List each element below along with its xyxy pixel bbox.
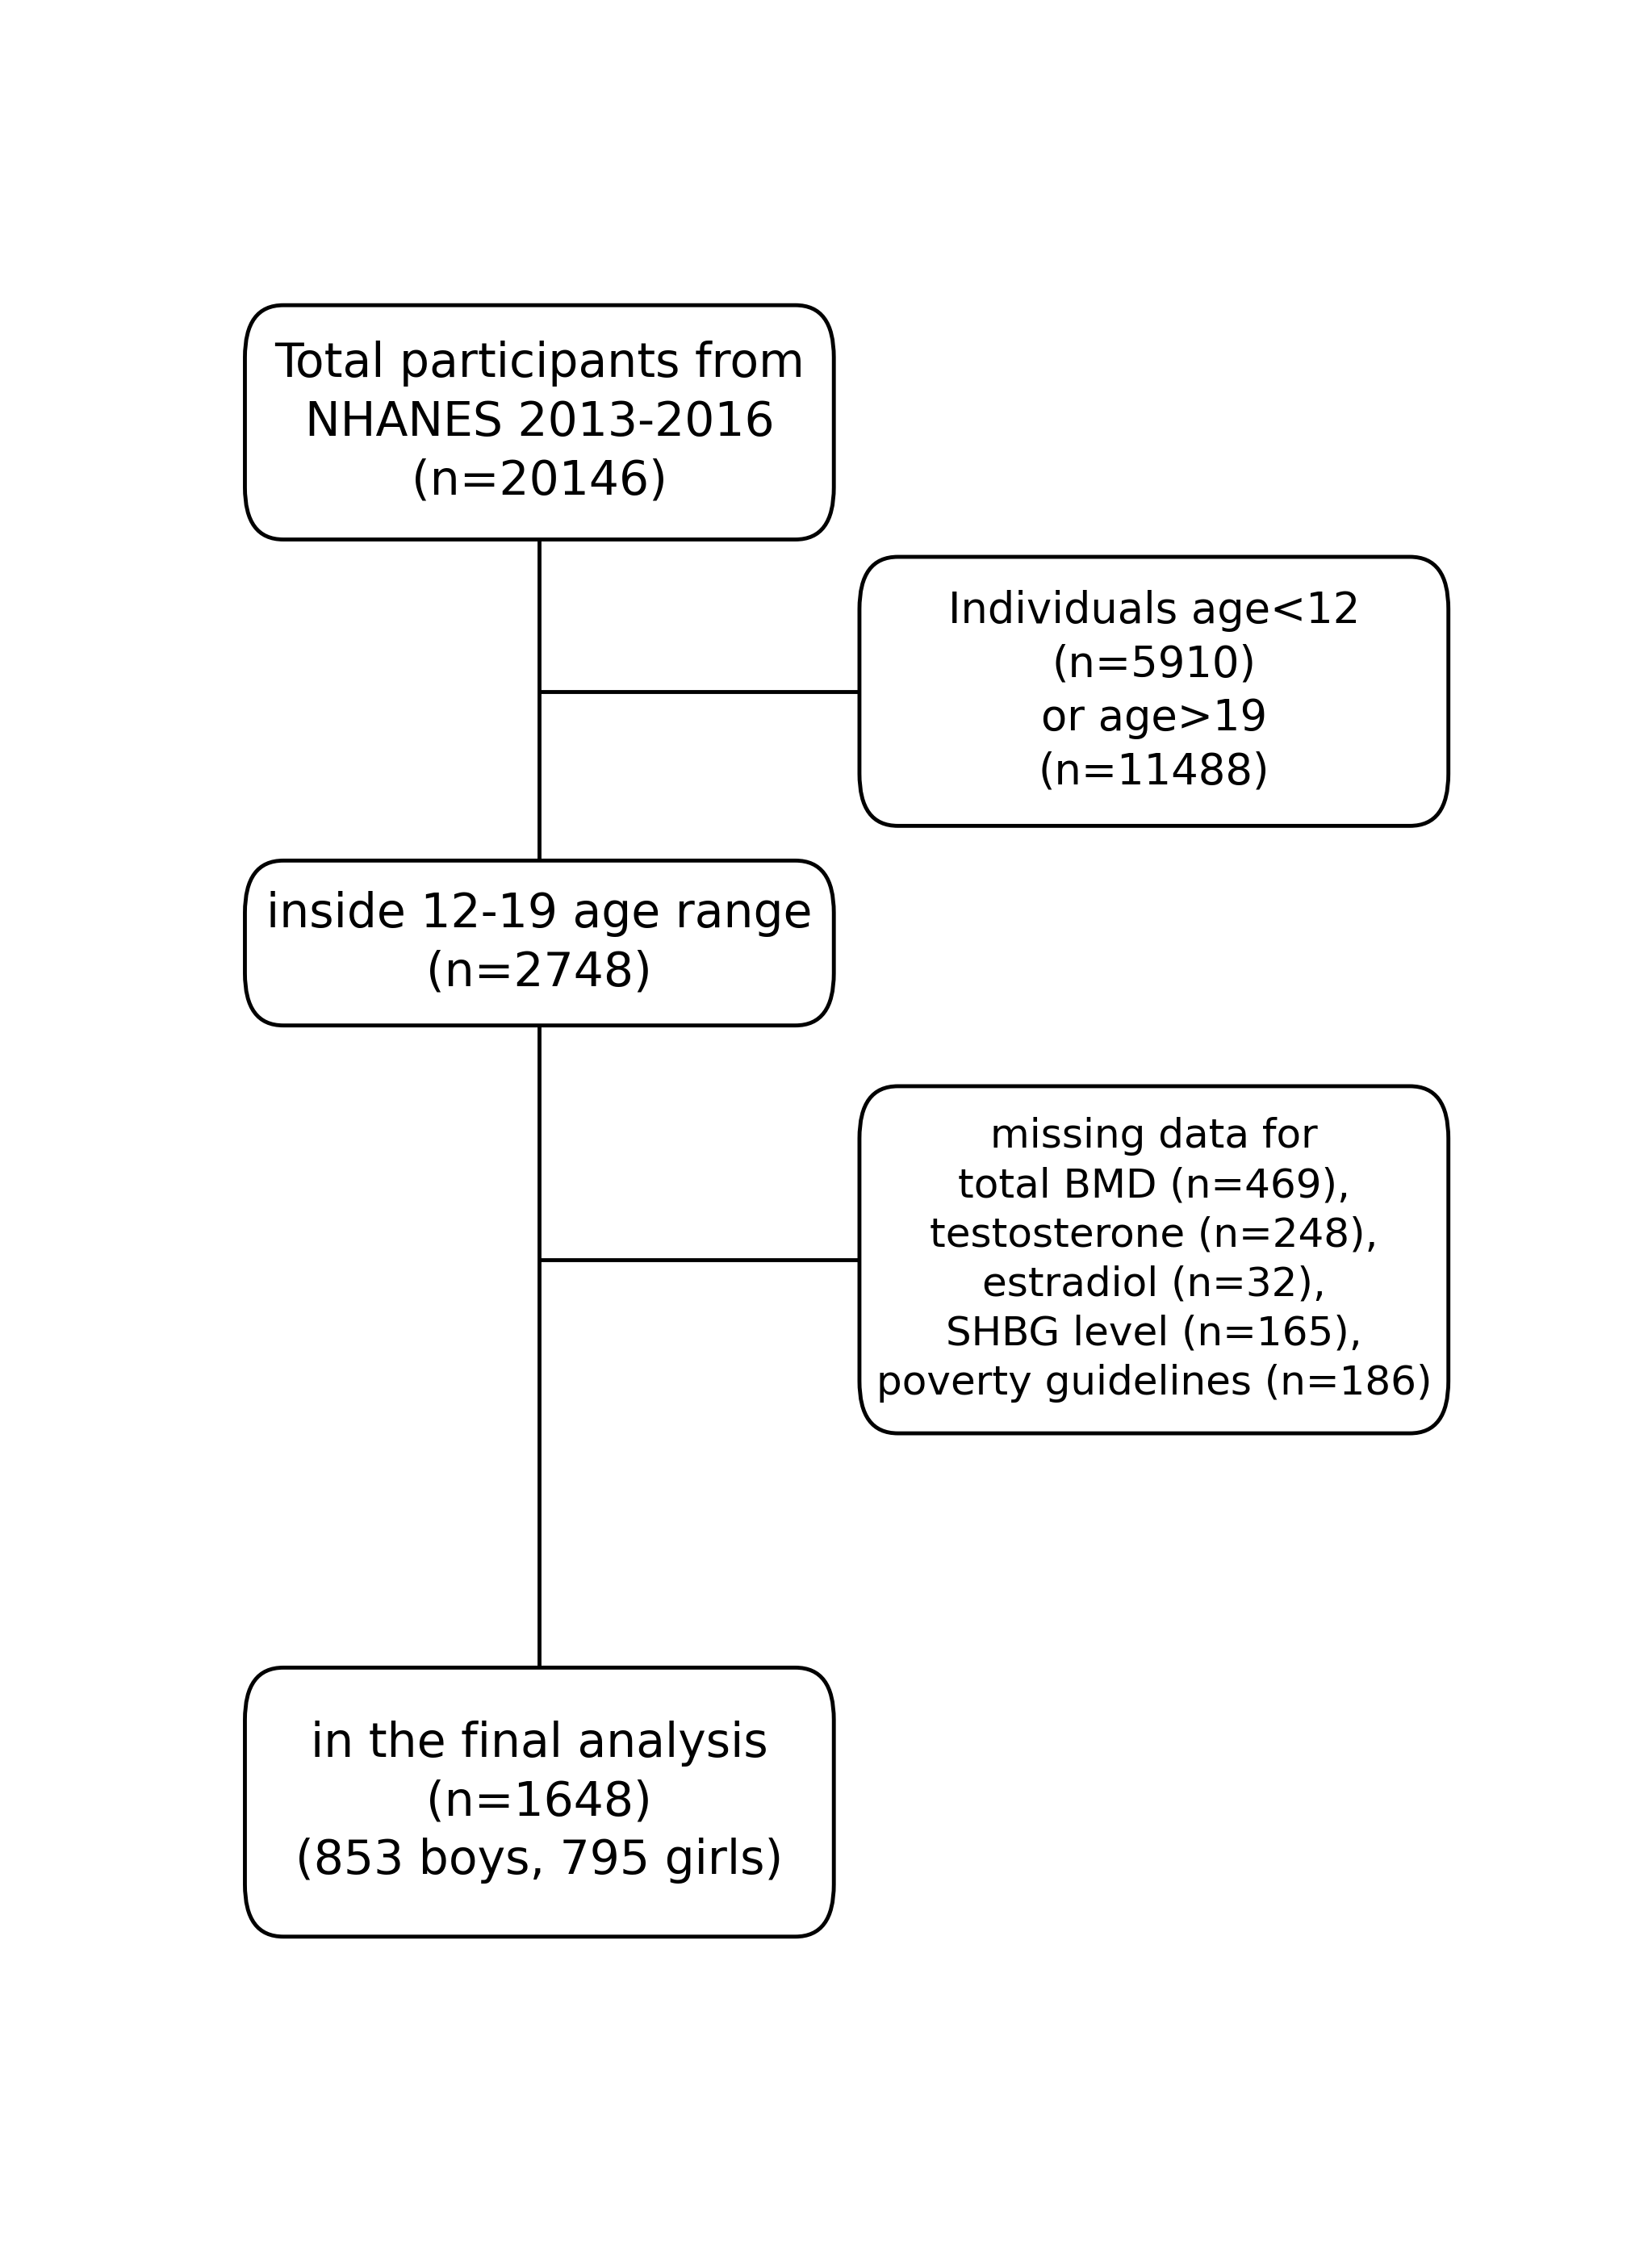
Text: Total participants from
NHANES 2013-2016
(n=20146): Total participants from NHANES 2013-2016… — [274, 340, 805, 505]
Text: missing data for
total BMD (n=469),
testosterone (n=248),
estradiol (n=32),
SHBG: missing data for total BMD (n=469), test… — [876, 1116, 1432, 1402]
FancyBboxPatch shape — [859, 1086, 1449, 1434]
Text: in the final analysis
(n=1648)
(853 boys, 795 girls): in the final analysis (n=1648) (853 boys… — [296, 1720, 783, 1884]
FancyBboxPatch shape — [244, 861, 834, 1026]
FancyBboxPatch shape — [244, 1668, 834, 1936]
Text: Individuals age<12
(n=5910)
or age>19
(n=11488): Individuals age<12 (n=5910) or age>19 (n… — [948, 591, 1360, 793]
FancyBboxPatch shape — [859, 557, 1449, 825]
Text: inside 12-19 age range
(n=2748): inside 12-19 age range (n=2748) — [266, 890, 813, 996]
FancyBboxPatch shape — [244, 304, 834, 539]
